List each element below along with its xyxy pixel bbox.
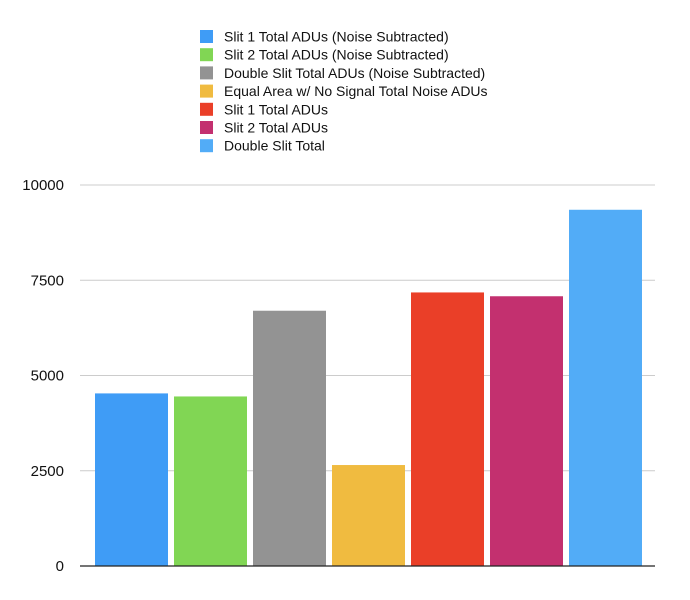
bar — [569, 209, 642, 566]
y-tick-label: 7500 — [31, 272, 64, 289]
y-tick-label: 5000 — [31, 368, 64, 385]
legend-swatch — [200, 66, 213, 80]
legend-label: Double Slit Total — [224, 138, 325, 154]
legend-swatch — [200, 102, 213, 116]
legend: Slit 1 Total ADUs (Noise Subtracted) Slit… — [200, 29, 488, 154]
bar — [174, 396, 247, 566]
legend-label: Double Slit Total ADUs (Noise Subtracted… — [224, 65, 485, 81]
y-tick-label: 10000 — [22, 177, 64, 194]
legend-label: Slit 2 Total ADUs (Noise Subtracted) — [224, 47, 449, 63]
legend-swatch — [200, 30, 213, 43]
legend-label: Slit 1 Total ADUs — [224, 101, 328, 117]
bars — [95, 209, 642, 566]
y-tick-label: 2500 — [31, 463, 64, 480]
legend-swatch — [200, 121, 213, 134]
y-tick-label: 0 — [56, 558, 64, 575]
bar — [411, 292, 484, 566]
legend-swatch — [200, 48, 213, 62]
bar — [332, 465, 405, 566]
legend-label: Slit 2 Total ADUs — [224, 120, 328, 136]
legend-label: Equal Area w/ No Signal Total Noise ADUs — [224, 83, 488, 99]
legend-swatch — [200, 139, 213, 153]
y-axis-ticks: 0 2500 5000 7500 10000 — [22, 177, 64, 575]
bar — [253, 310, 326, 566]
bar — [490, 296, 563, 566]
legend-label: Slit 1 Total ADUs (Noise Subtracted) — [224, 29, 449, 45]
legend-swatch — [200, 84, 213, 98]
bar — [95, 393, 168, 566]
